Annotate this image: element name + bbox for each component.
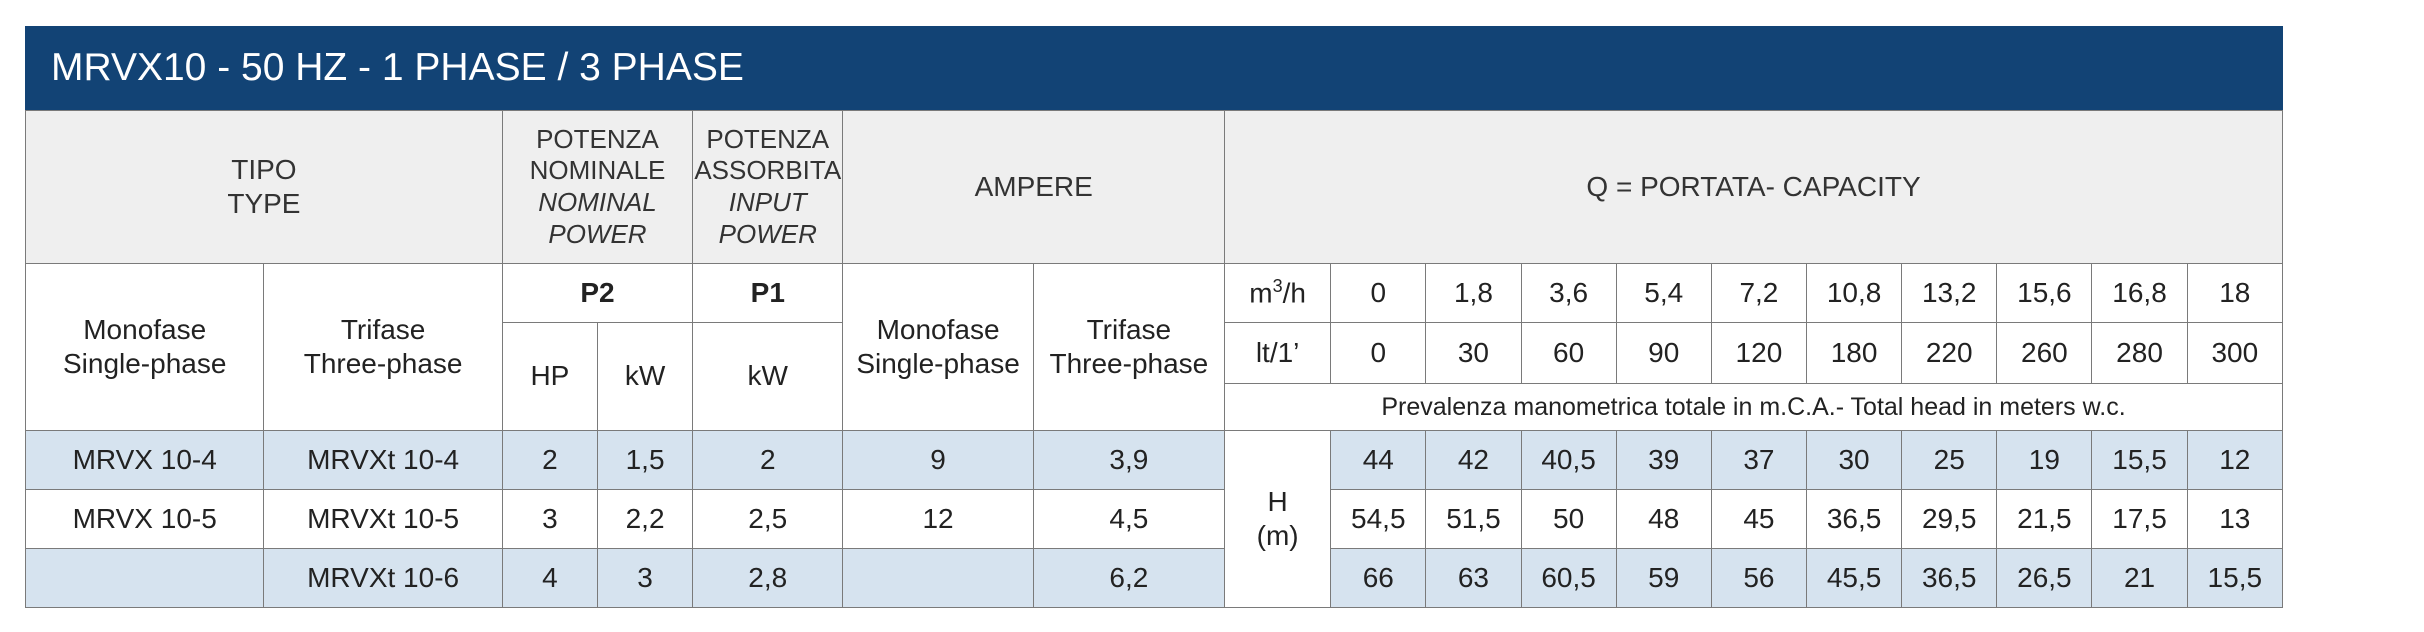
head-value: 59 (1615, 548, 1712, 608)
m3h-value: 1,8 (1425, 263, 1522, 323)
head-value: 36,5 (1805, 489, 1903, 549)
head-value: 44 (1330, 430, 1427, 490)
power-hp: 4 (501, 548, 598, 608)
model-trifase: MRVXt 10-4 (263, 430, 503, 490)
head-value: 25 (1901, 430, 1998, 490)
head-note: Prevalenza manometrica totale in m.C.A.-… (1224, 383, 2283, 431)
model-trifase: MRVXt 10-5 (263, 489, 503, 549)
head-value: 48 (1615, 489, 1712, 549)
lt-value: 0 (1330, 322, 1427, 384)
model-trifase: MRVXt 10-6 (263, 548, 503, 608)
head-value: 37 (1710, 430, 1807, 490)
head-value: 40,5 (1520, 430, 1617, 490)
power-kw: 2,2 (596, 489, 694, 549)
subheader-row-m3h: Monofase Single-phase Trifase Three-phase … (24, 263, 2284, 431)
ampere-trifase: 6,2 (1032, 548, 1226, 608)
lt-value: 300 (2186, 322, 2284, 384)
model-monofase: MRVX 10-5 (24, 489, 265, 549)
head-value: 63 (1425, 548, 1522, 608)
ampere-trifase: 3,9 (1032, 430, 1226, 490)
table-row: MRVXt 10-6 4 3 2,8 6,2 66 63 60,5 59 56 … (24, 548, 2284, 608)
ampere-trifase: 4,5 (1032, 489, 1226, 549)
monofase-subheader: Monofase Single-phase (24, 263, 265, 431)
model-monofase: MRVX 10-4 (24, 430, 265, 490)
head-value: 39 (1615, 430, 1712, 490)
nominal-power-header: POTENZA NOMINALE NOMINAL POWER (501, 110, 694, 264)
m3h-value: 16,8 (2091, 263, 2188, 323)
m3h-value: 5,4 (1615, 263, 1712, 323)
lt-value: 180 (1805, 322, 1903, 384)
head-value: 19 (1996, 430, 2093, 490)
lt-value: 120 (1710, 322, 1807, 384)
m3h-value: 13,2 (1901, 263, 1998, 323)
head-value: 45,5 (1805, 548, 1903, 608)
m3h-value: 10,8 (1805, 263, 1903, 323)
p1-kw-subheader: kW (692, 322, 844, 431)
lt-value: 220 (1901, 322, 1998, 384)
table-title: MRVX10 - 50 HZ - 1 PHASE / 3 PHASE (25, 26, 2283, 110)
table-row: MRVX 10-5 MRVXt 10-5 3 2,2 2,5 12 4,5 54… (24, 489, 2284, 549)
head-label: H (m) (1224, 430, 1332, 608)
ampere-monofase-subheader: Monofase Single-phase (842, 263, 1034, 431)
head-value: 12 (2186, 430, 2284, 490)
head-value: 30 (1805, 430, 1903, 490)
pump-table-card: MRVX10 - 50 HZ - 1 PHASE / 3 PHASE TIPO T… (24, 26, 2284, 608)
head-value: 51,5 (1425, 489, 1522, 549)
hp-subheader: HP (501, 322, 598, 431)
power-hp: 2 (501, 430, 598, 490)
m3h-value: 15,6 (1996, 263, 2093, 323)
ampere-trifase-subheader: Trifase Three-phase (1032, 263, 1226, 431)
subheader-row-note: Prevalenza manometrica totale in m.C.A.-… (26, 383, 2283, 431)
head-value: 21 (2091, 548, 2188, 608)
power-hp: 3 (501, 489, 598, 549)
model-monofase (24, 548, 265, 608)
m3h-value: 0 (1330, 263, 1427, 323)
head-value: 60,5 (1520, 548, 1617, 608)
trifase-subheader: Trifase Three-phase (263, 263, 503, 431)
m3h-value: 18 (2186, 263, 2284, 323)
p1-subheader: P1 (692, 263, 844, 323)
lt-value: 30 (1425, 322, 1522, 384)
lt-value: 90 (1615, 322, 1712, 384)
head-value: 17,5 (2091, 489, 2188, 549)
power-p1: 2,8 (692, 548, 844, 608)
tipo-header: TIPO TYPE (25, 110, 503, 264)
head-value: 50 (1520, 489, 1617, 549)
input-power-header: POTENZA ASSORBITA INPUT POWER (692, 110, 844, 264)
m3h-value: 3,6 (1520, 263, 1617, 323)
power-kw: 1,5 (596, 430, 694, 490)
head-value: 54,5 (1330, 489, 1427, 549)
unit-lt: lt/1’ (1224, 322, 1332, 384)
ampere-header: AMPERE (842, 110, 1226, 264)
header-row: TIPO TYPE POTENZA NOMINALE NOMINAL POWER … (25, 110, 2283, 264)
power-p1: 2,5 (692, 489, 844, 549)
unit-m3h: m3/h (1224, 263, 1332, 323)
head-value: 21,5 (1996, 489, 2093, 549)
lt-value: 60 (1520, 322, 1617, 384)
ampere-monofase (842, 548, 1034, 608)
performance-table: TIPO TYPE POTENZA NOMINALE NOMINAL POWER … (24, 110, 2284, 608)
head-value: 66 (1330, 548, 1427, 608)
table-row: MRVX 10-4 MRVXt 10-4 2 1,5 2 9 3,9 H (m) … (24, 430, 2284, 608)
capacity-header: Q = PORTATA- CAPACITY (1224, 110, 2283, 264)
m3h-value: 7,2 (1710, 263, 1807, 323)
head-value: 26,5 (1996, 548, 2093, 608)
head-value: 36,5 (1901, 548, 1998, 608)
lt-value: 260 (1996, 322, 2093, 384)
head-value: 42 (1425, 430, 1522, 490)
head-value: 45 (1710, 489, 1807, 549)
kw-subheader: kW (596, 322, 694, 431)
head-value: 29,5 (1901, 489, 1998, 549)
power-kw: 3 (596, 548, 694, 608)
head-value: 13 (2186, 489, 2284, 549)
lt-value: 280 (2091, 322, 2188, 384)
head-value: 15,5 (2091, 430, 2188, 490)
p2-subheader: P2 (501, 263, 694, 323)
ampere-monofase: 9 (842, 430, 1034, 490)
power-p1: 2 (692, 430, 844, 490)
head-value: 56 (1710, 548, 1807, 608)
head-value: 15,5 (2186, 548, 2284, 608)
ampere-monofase: 12 (842, 489, 1034, 549)
